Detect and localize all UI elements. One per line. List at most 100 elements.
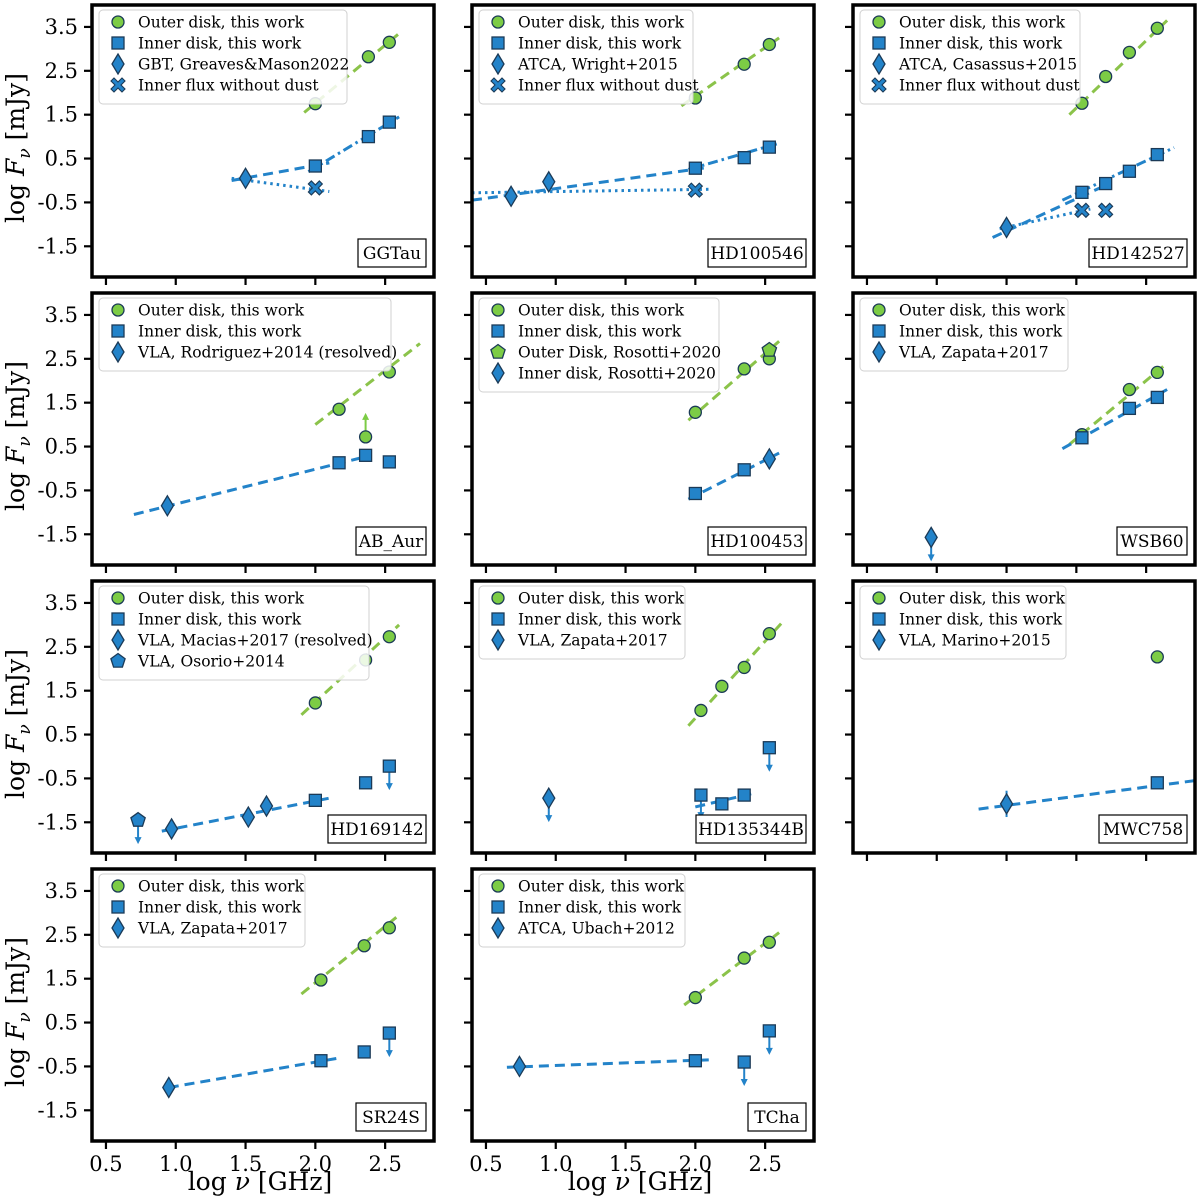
- x-axis-label-col-1: log ν [GHz]: [188, 1167, 333, 1196]
- legend-label: VLA, Zapata+2017: [517, 632, 668, 650]
- ylabel-suffix: [mJy]: [1, 649, 30, 724]
- y-axis-label-row-3: log Fν [mJy]: [1, 649, 35, 799]
- data-point-square: [358, 776, 373, 790]
- y-axis-label-row-1: log Fν [mJy]: [1, 73, 35, 223]
- panel-frame: [470, 867, 816, 1143]
- legend-label: Outer disk, this work: [518, 590, 685, 608]
- legend-marker-pentagon: [110, 652, 126, 668]
- y-tick-label: -0.5: [38, 766, 79, 790]
- data-point-square: [688, 161, 702, 175]
- data-point-circle: [361, 50, 376, 64]
- data-point-circle: [314, 973, 328, 987]
- y-axis-label-row-4: log Fν [mJy]: [1, 937, 35, 1087]
- xlabel-prefix: log: [188, 1167, 235, 1196]
- legend-label: Inner disk, this work: [518, 611, 682, 629]
- ylabel-sub: ν: [15, 148, 35, 158]
- data-point-pentagon: [130, 811, 146, 827]
- data-point-square: [1150, 776, 1164, 790]
- limit-arrow-head: [385, 1050, 393, 1058]
- panel-hd135344b: Outer disk, this work Inner disk, this wo…: [464, 579, 816, 861]
- ylabel-sub: ν: [15, 724, 35, 734]
- legend-marker-circle: [491, 15, 505, 29]
- panel-hd142527: Outer disk, this work Inner disk, this wo…: [845, 3, 1197, 285]
- legend-marker-circle: [491, 879, 505, 893]
- panel-name: HD135344B: [698, 820, 804, 840]
- data-point-circle: [1122, 45, 1137, 60]
- legend-label: Outer disk, this work: [899, 590, 1066, 608]
- data-point-circle: [332, 402, 346, 416]
- panel-frame: [851, 579, 1197, 855]
- data-point-circle: [737, 660, 751, 675]
- y-tick-label: -1.5: [38, 1098, 79, 1122]
- data-point-square: [382, 115, 396, 129]
- y-axis-label-row-2: log Fν [mJy]: [1, 361, 35, 511]
- data-point-square: [332, 456, 346, 470]
- data-point-diamond: [542, 170, 556, 194]
- data-point-square: [308, 793, 322, 808]
- legend-box: [478, 873, 686, 948]
- legend-label: Inner disk, this work: [138, 323, 302, 341]
- panel-frame: [470, 3, 816, 279]
- legend-marker-square: [491, 612, 505, 626]
- ylabel-var: F: [1, 445, 30, 465]
- panel-name: HD100546: [710, 244, 803, 264]
- y-tick-label: 3.5: [45, 879, 78, 903]
- panel-name-box: [327, 814, 427, 844]
- legend-label: Inner flux without dust: [518, 77, 699, 95]
- limit-arrow-head: [765, 764, 773, 772]
- legend-label: Inner disk, this work: [518, 899, 682, 917]
- legend: Outer disk, this work Inner disk, this wo…: [478, 585, 686, 660]
- legend-label: Outer disk, this work: [899, 302, 1066, 320]
- legend-box: [859, 9, 1081, 105]
- data-point-circle: [762, 37, 776, 52]
- data-point-square: [737, 463, 751, 477]
- legend-box: [478, 297, 720, 393]
- data-point-circle: [382, 921, 396, 935]
- data-point-diamond: [259, 794, 274, 818]
- x-tick-label: 2.5: [748, 1152, 781, 1176]
- fit-line-blue: [168, 1057, 337, 1089]
- panel-frame: [470, 579, 816, 855]
- data-point-circle: [737, 362, 751, 376]
- legend-marker-circle: [491, 591, 505, 605]
- limit-arrow-head: [545, 815, 553, 823]
- y-tick-label: 1.5: [45, 103, 78, 127]
- data-point-circle: [688, 405, 702, 419]
- y-tick-label: -0.5: [38, 1054, 79, 1078]
- legend-label: Outer disk, this work: [138, 878, 305, 896]
- panel-name-box: [357, 238, 427, 268]
- data-point-circle: [762, 626, 776, 641]
- data-point-diamond: [542, 786, 556, 810]
- panel-name-box: [355, 526, 427, 556]
- y-tick-label: -1.5: [38, 522, 79, 546]
- data-point-circle: [1150, 650, 1164, 664]
- y-tick-label: 0.5: [45, 723, 78, 747]
- legend-marker-square: [491, 36, 505, 50]
- panel-name: GGTau: [363, 244, 421, 264]
- data-point-diamond: [504, 185, 518, 208]
- data-point-square: [382, 759, 396, 773]
- fit-line-blue: [687, 141, 780, 171]
- xlabel-suffix: [GHz]: [250, 1167, 332, 1196]
- legend-marker-square: [491, 324, 505, 338]
- plot-area: [978, 650, 1195, 818]
- data-point-square: [382, 1026, 396, 1040]
- legend-marker-circle: [111, 303, 125, 317]
- legend-box: [98, 873, 306, 948]
- legend-marker-diamond: [111, 340, 125, 364]
- legend-label: Inner disk, this work: [899, 323, 1063, 341]
- legend-box: [478, 585, 686, 660]
- ylabel-suffix: [mJy]: [1, 361, 30, 436]
- panel-frame: [470, 291, 816, 567]
- y-tick-label: -1.5: [38, 810, 79, 834]
- data-point-diamond: [162, 1076, 176, 1099]
- legend-marker-x: [871, 77, 887, 93]
- data-point-circle: [357, 939, 371, 953]
- panel-frame: [90, 579, 436, 855]
- data-point-circle: [382, 630, 396, 644]
- data-point-circle: [715, 679, 729, 693]
- data-point-circle: [1150, 365, 1164, 380]
- legend-marker-circle: [111, 591, 125, 605]
- legend-marker-square: [111, 612, 125, 626]
- y-tick-label: 0.5: [45, 147, 78, 171]
